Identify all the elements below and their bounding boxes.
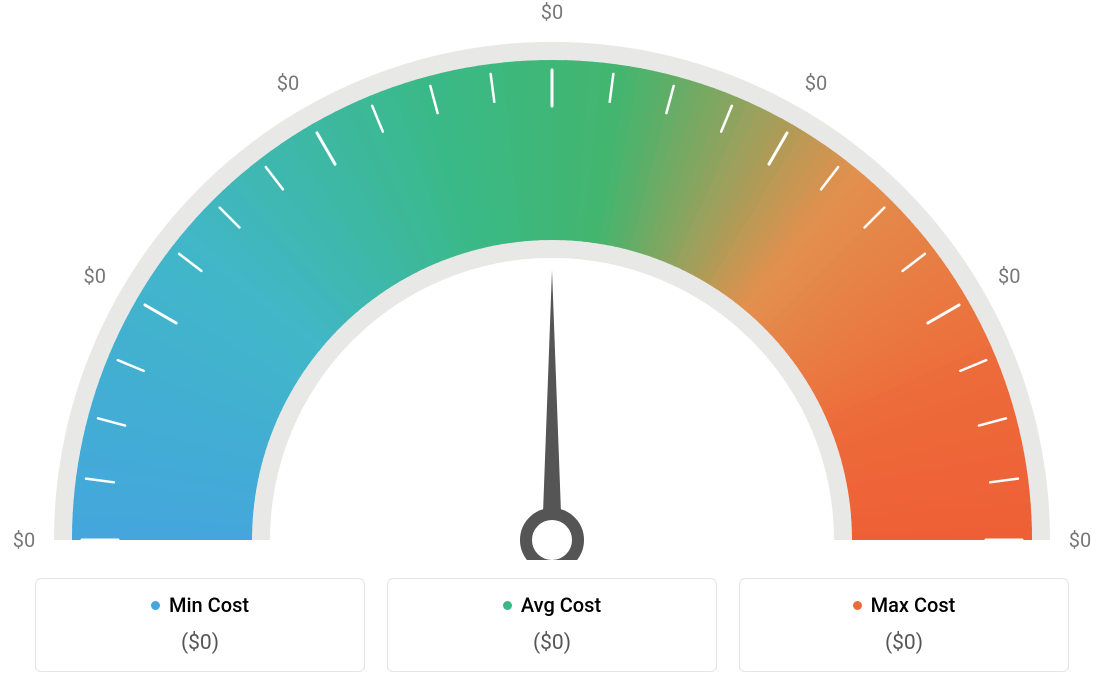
gauge-tick-label: $0 <box>998 264 1020 288</box>
gauge-svg <box>22 0 1082 560</box>
gauge-tick-label: $0 <box>13 528 35 552</box>
legend-card-max: Max Cost ($0) <box>739 578 1069 672</box>
gauge-chart: $0$0$0$0$0$0$0 <box>22 0 1082 560</box>
legend-label-min: Min Cost <box>169 593 249 617</box>
legend-dot-avg <box>503 601 512 610</box>
legend-dot-min <box>151 601 160 610</box>
legend-label-max: Max Cost <box>871 593 956 617</box>
gauge-tick-label: $0 <box>805 71 827 95</box>
legend-value-avg: ($0) <box>398 631 706 655</box>
legend-label-avg: Avg Cost <box>521 593 601 617</box>
legend-row: Min Cost ($0) Avg Cost ($0) Max Cost ($0… <box>35 578 1069 672</box>
gauge-tick-label: $0 <box>1069 528 1091 552</box>
legend-value-max: ($0) <box>750 631 1058 655</box>
gauge-tick-label: $0 <box>277 71 299 95</box>
legend-card-avg: Avg Cost ($0) <box>387 578 717 672</box>
legend-card-min: Min Cost ($0) <box>35 578 365 672</box>
gauge-tick-label: $0 <box>541 0 563 24</box>
legend-dot-max <box>853 601 862 610</box>
gauge-tick-label: $0 <box>83 264 105 288</box>
legend-value-min: ($0) <box>46 631 354 655</box>
